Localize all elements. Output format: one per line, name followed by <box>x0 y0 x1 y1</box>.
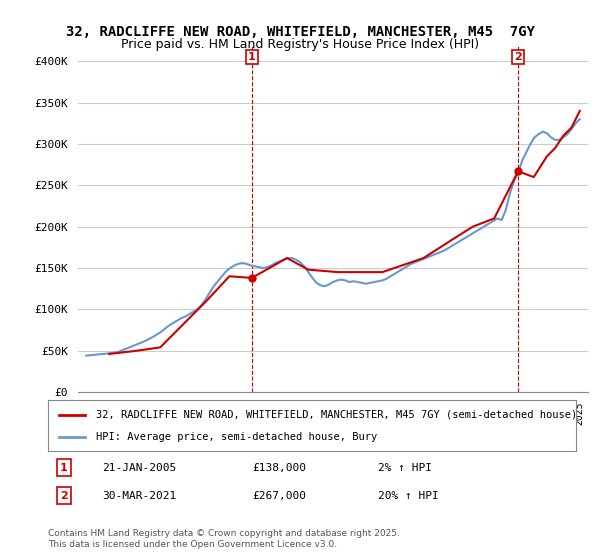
Text: Price paid vs. HM Land Registry's House Price Index (HPI): Price paid vs. HM Land Registry's House … <box>121 38 479 51</box>
Text: 30-MAR-2021: 30-MAR-2021 <box>102 491 176 501</box>
Text: HPI: Average price, semi-detached house, Bury: HPI: Average price, semi-detached house,… <box>95 432 377 442</box>
Text: 1: 1 <box>248 52 256 62</box>
Text: 32, RADCLIFFE NEW ROAD, WHITEFIELD, MANCHESTER, M45  7GY: 32, RADCLIFFE NEW ROAD, WHITEFIELD, MANC… <box>65 25 535 39</box>
Text: 2% ↑ HPI: 2% ↑ HPI <box>378 463 432 473</box>
Text: 32, RADCLIFFE NEW ROAD, WHITEFIELD, MANCHESTER, M45 7GY (semi-detached house): 32, RADCLIFFE NEW ROAD, WHITEFIELD, MANC… <box>95 409 577 419</box>
Text: 1: 1 <box>60 463 68 473</box>
Text: 2: 2 <box>514 52 522 62</box>
Text: 21-JAN-2005: 21-JAN-2005 <box>102 463 176 473</box>
Text: 20% ↑ HPI: 20% ↑ HPI <box>378 491 439 501</box>
Text: £267,000: £267,000 <box>252 491 306 501</box>
Text: £138,000: £138,000 <box>252 463 306 473</box>
Text: 2: 2 <box>60 491 68 501</box>
Text: Contains HM Land Registry data © Crown copyright and database right 2025.
This d: Contains HM Land Registry data © Crown c… <box>48 529 400 549</box>
